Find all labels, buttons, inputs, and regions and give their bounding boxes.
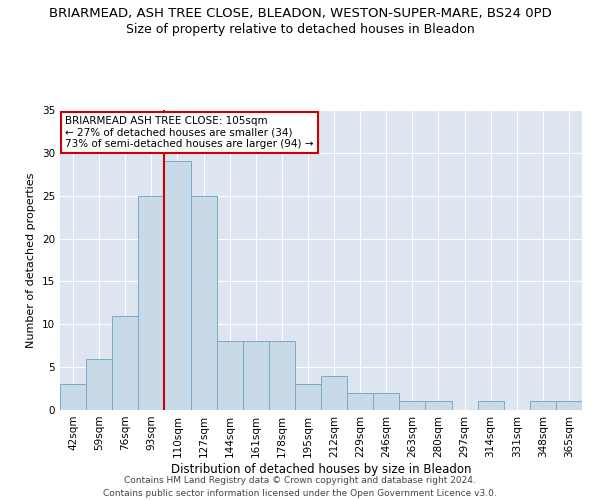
Text: Contains HM Land Registry data © Crown copyright and database right 2024.
Contai: Contains HM Land Registry data © Crown c…	[103, 476, 497, 498]
X-axis label: Distribution of detached houses by size in Bleadon: Distribution of detached houses by size …	[171, 462, 471, 475]
Bar	[347, 393, 373, 410]
Text: Size of property relative to detached houses in Bleadon: Size of property relative to detached ho…	[125, 22, 475, 36]
Y-axis label: Number of detached properties: Number of detached properties	[26, 172, 37, 348]
Bar	[86, 358, 112, 410]
Bar	[478, 402, 504, 410]
Bar	[321, 376, 347, 410]
Bar	[191, 196, 217, 410]
Bar	[425, 402, 452, 410]
Bar	[373, 393, 400, 410]
Bar	[530, 402, 556, 410]
Bar	[217, 342, 243, 410]
Bar	[60, 384, 86, 410]
Bar	[556, 402, 582, 410]
Bar	[269, 342, 295, 410]
Bar	[164, 162, 191, 410]
Bar	[112, 316, 139, 410]
Text: BRIARMEAD, ASH TREE CLOSE, BLEADON, WESTON-SUPER-MARE, BS24 0PD: BRIARMEAD, ASH TREE CLOSE, BLEADON, WEST…	[49, 8, 551, 20]
Bar	[400, 402, 425, 410]
Bar	[295, 384, 321, 410]
Bar	[139, 196, 164, 410]
Text: BRIARMEAD ASH TREE CLOSE: 105sqm
← 27% of detached houses are smaller (34)
73% o: BRIARMEAD ASH TREE CLOSE: 105sqm ← 27% o…	[65, 116, 314, 149]
Bar	[242, 342, 269, 410]
